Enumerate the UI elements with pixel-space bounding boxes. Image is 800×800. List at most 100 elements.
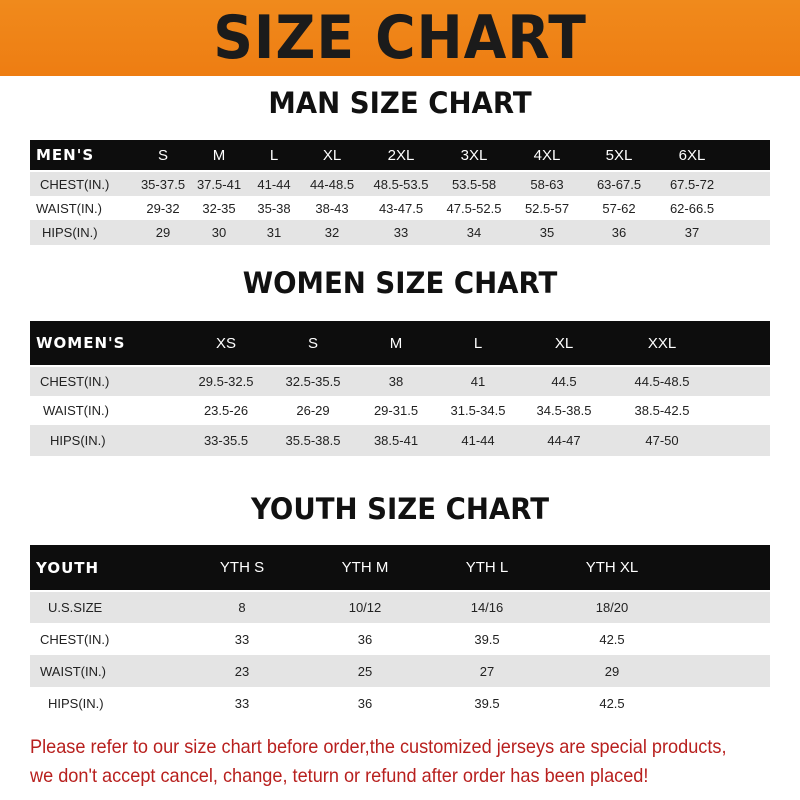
table-cell: 26-29 bbox=[296, 403, 330, 418]
row-label: YOUTH bbox=[36, 558, 100, 577]
table-cell: 42.5 bbox=[599, 631, 625, 647]
row-label: HIPS(IN.) bbox=[48, 695, 104, 711]
table-cell: 33 bbox=[393, 225, 409, 240]
table-cell: 18/20 bbox=[595, 600, 629, 615]
table-cell: 31 bbox=[266, 225, 282, 240]
title-banner: SIZE CHART bbox=[0, 0, 800, 76]
table-cell: XL bbox=[322, 146, 342, 164]
men-size-table: MEN'S S M L XL 2XL 3XL 4XL 5XL 6XL CHEST(IN.) 35-37… bbox=[30, 140, 770, 245]
table-cell: 35-38 bbox=[257, 200, 291, 216]
table-cell: 44-47 bbox=[547, 433, 581, 448]
table-row: HIPS(IN.) 33 36 39.5 42.5 bbox=[30, 687, 770, 719]
table-cell: 33-35.5 bbox=[203, 433, 249, 448]
table-cell: 34.5-38.5 bbox=[536, 403, 592, 418]
table-cell: 38.5-41 bbox=[373, 433, 419, 448]
table-cell: YTH S bbox=[219, 559, 265, 576]
table-cell: 38.5-42.5 bbox=[634, 403, 690, 418]
table-cell: 6XL bbox=[678, 146, 706, 164]
table-cell: YTH M bbox=[341, 559, 389, 576]
row-label: CHEST(IN.) bbox=[40, 631, 110, 647]
row-label: WAIST(IN.) bbox=[40, 663, 106, 679]
row-label: HIPS(IN.) bbox=[42, 225, 98, 240]
table-cell: 41 bbox=[470, 374, 486, 389]
table-cell: 3XL bbox=[460, 146, 488, 164]
table-row: WAIST(IN.) 23 25 27 29 bbox=[30, 655, 770, 687]
table-row: CHEST(IN.) 33 36 39.5 42.5 bbox=[30, 623, 770, 655]
table-cell: 48.5-53.5 bbox=[373, 176, 429, 192]
header-row: MEN'S S M L XL 2XL 3XL 4XL 5XL 6XL bbox=[30, 140, 770, 170]
table-cell: 38-43 bbox=[315, 200, 349, 216]
table-cell: 8 bbox=[238, 600, 246, 615]
table-cell: 34 bbox=[466, 225, 482, 240]
table-cell: 30 bbox=[211, 225, 227, 240]
table-row: U.S.SIZE 8 10/12 14/16 18/20 bbox=[30, 592, 770, 623]
table-cell: 39.5 bbox=[474, 695, 500, 711]
table-cell: 62-66.5 bbox=[669, 200, 715, 216]
table-cell: 41-44 bbox=[461, 433, 495, 448]
header-row: WOMEN'S XS S M L XL XXL bbox=[30, 321, 770, 365]
table-cell: 29 bbox=[604, 663, 620, 679]
table-cell: 10/12 bbox=[348, 600, 382, 615]
notice-line-1: Please refer to our size chart before or… bbox=[30, 736, 727, 758]
page-title: SIZE CHART bbox=[213, 3, 587, 73]
table-cell: L bbox=[269, 146, 279, 164]
row-label: HIPS(IN.) bbox=[50, 433, 106, 448]
table-cell: 39.5 bbox=[474, 631, 500, 647]
table-cell: 58-63 bbox=[530, 176, 564, 192]
table-cell: 44.5-48.5 bbox=[634, 374, 690, 389]
table-row: HIPS(IN.) 33-35.5 35.5-38.5 38.5-41 41-44 44-… bbox=[30, 425, 770, 456]
row-label: WAIST(IN.) bbox=[43, 403, 109, 418]
youth-size-table: YOUTH YTH S YTH M YTH L YTH XL U.S.SIZE 8 10/12… bbox=[30, 545, 770, 719]
notice-line-2: we don't accept cancel, change, teturn o… bbox=[30, 765, 649, 787]
table-cell: 63-67.5 bbox=[596, 176, 642, 192]
row-label: WAIST(IN.) bbox=[36, 200, 102, 216]
table-cell: XXL bbox=[647, 334, 677, 352]
table-cell: 36 bbox=[611, 225, 627, 240]
table-cell: 57-62 bbox=[602, 200, 636, 216]
table-cell: 41-44 bbox=[257, 176, 291, 192]
table-cell: 25 bbox=[357, 663, 373, 679]
table-cell: 32.5-35.5 bbox=[285, 374, 341, 389]
table-cell: 67.5-72 bbox=[669, 176, 715, 192]
table-cell: 29-32 bbox=[146, 200, 180, 216]
table-cell: S bbox=[307, 334, 319, 352]
table-cell: 29 bbox=[155, 225, 171, 240]
table-cell: XL bbox=[554, 334, 574, 352]
table-cell: 44-48.5 bbox=[309, 176, 355, 192]
table-cell: 2XL bbox=[387, 146, 415, 164]
table-cell: 36 bbox=[357, 631, 373, 647]
table-cell: YTH XL bbox=[585, 559, 639, 576]
table-row: WAIST(IN.) 29-32 32-35 35-38 38-43 43-47.5 47.… bbox=[30, 196, 770, 220]
table-cell: 35-37.5 bbox=[140, 176, 186, 192]
table-cell: XS bbox=[215, 334, 237, 352]
table-cell: 33 bbox=[234, 695, 250, 711]
row-label: MEN'S bbox=[36, 146, 95, 164]
table-cell: 32-35 bbox=[202, 200, 236, 216]
men-title: MAN SIZE CHART bbox=[268, 86, 532, 120]
table-cell: 33 bbox=[234, 631, 250, 647]
table-cell: 44.5 bbox=[551, 374, 577, 389]
table-cell: 47.5-52.5 bbox=[446, 200, 502, 216]
table-row: CHEST(IN.) 29.5-32.5 32.5-35.5 38 41 44.5 44.5… bbox=[30, 367, 770, 396]
table-row: HIPS(IN.) 29 30 31 32 33 34 35 36 37 bbox=[30, 220, 770, 245]
table-cell: 35.5-38.5 bbox=[285, 433, 341, 448]
table-cell: 29.5-32.5 bbox=[198, 374, 254, 389]
women-title: WOMEN SIZE CHART bbox=[242, 266, 558, 300]
table-cell: 47-50 bbox=[645, 433, 679, 448]
table-cell: YTH L bbox=[465, 559, 509, 576]
table-cell: S bbox=[157, 146, 169, 164]
table-cell: 42.5 bbox=[599, 695, 625, 711]
table-cell: 32 bbox=[324, 225, 340, 240]
table-cell: 4XL bbox=[533, 146, 561, 164]
row-label: CHEST(IN.) bbox=[40, 176, 110, 192]
women-size-table: WOMEN'S XS S M L XL XXL CHEST(IN.) 29.5-32.5 32.5… bbox=[30, 321, 770, 456]
table-cell: 23 bbox=[234, 663, 250, 679]
table-cell: 36 bbox=[357, 695, 373, 711]
table-cell: 38 bbox=[388, 374, 404, 389]
table-cell: 5XL bbox=[605, 146, 633, 164]
table-cell: 23.5-26 bbox=[203, 403, 249, 418]
table-cell: 53.5-58 bbox=[451, 176, 497, 192]
row-label: U.S.SIZE bbox=[48, 600, 103, 615]
row-label: CHEST(IN.) bbox=[40, 374, 110, 389]
table-cell: M bbox=[212, 146, 226, 164]
